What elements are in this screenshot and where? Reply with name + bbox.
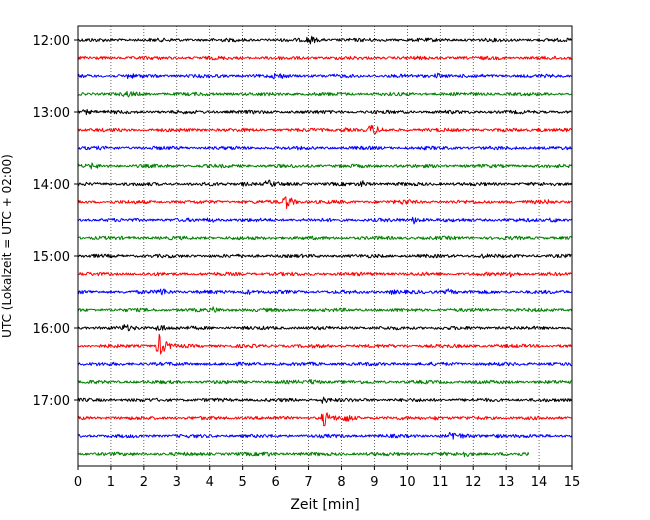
- seismic-trace: [77, 306, 572, 313]
- x-tick-label: 9: [370, 475, 378, 490]
- x-tick-label: 14: [531, 475, 548, 490]
- x-tick-label: 15: [564, 475, 581, 490]
- x-axis-label: Zeit [min]: [290, 497, 359, 513]
- seismic-trace: [77, 35, 572, 45]
- x-tick-label: 0: [74, 475, 82, 490]
- seismic-trace: [77, 162, 572, 170]
- y-tick-label: 12:00: [33, 34, 70, 49]
- x-tick-label: 8: [337, 475, 345, 490]
- seismic-traces: [77, 35, 572, 458]
- seismic-trace: [77, 90, 572, 98]
- seismic-trace: [77, 72, 572, 80]
- x-tick-label: 11: [432, 475, 449, 490]
- seismic-trace: [77, 431, 572, 440]
- x-tick-label: 10: [399, 475, 416, 490]
- seismic-trace: [78, 179, 572, 188]
- y-tick-label: 17:00: [33, 394, 70, 409]
- seismic-trace: [77, 108, 572, 116]
- seismic-trace: [77, 145, 572, 151]
- seismic-trace: [77, 396, 572, 404]
- y-tick-label: 14:00: [33, 178, 70, 193]
- seismic-trace: [77, 379, 572, 385]
- x-tick-label: 13: [498, 475, 515, 490]
- seismic-trace: [77, 288, 572, 296]
- seismic-trace: [77, 271, 572, 278]
- x-axis-ticks: 0 1 2 3 4 5 6 7 8 9 10 11 12 13 14 15: [74, 466, 580, 490]
- y-axis-label: UTC (Lokalzeit = UTC + 02:00): [0, 154, 14, 338]
- seismic-trace: [77, 235, 572, 241]
- y-tick-label: 13:00: [33, 106, 70, 121]
- grid-lines: [110, 26, 540, 466]
- x-tick-label: 1: [107, 475, 115, 490]
- seismic-trace: [77, 253, 572, 259]
- x-tick-label: 2: [140, 475, 148, 490]
- seismic-trace: [77, 361, 572, 367]
- seismic-trace: [77, 196, 572, 209]
- seismic-trace: [77, 324, 572, 332]
- y-axis-ticks: 12:00 13:00 14:00 15:00 16:00 17:00: [33, 34, 78, 409]
- x-tick-label: 5: [239, 475, 247, 490]
- seismic-trace: [77, 451, 530, 458]
- x-tick-label: 3: [173, 475, 181, 490]
- plot-frame: [77, 25, 573, 467]
- seismic-trace: [77, 216, 572, 225]
- seismic-trace: [77, 124, 572, 135]
- seismic-trace: [77, 55, 572, 61]
- y-tick-label: 16:00: [33, 322, 70, 337]
- seismic-trace: [77, 333, 572, 355]
- x-tick-label: 6: [271, 475, 279, 490]
- y-tick-label: 15:00: [33, 250, 70, 265]
- x-tick-label: 4: [206, 475, 214, 490]
- seismic-trace: [77, 412, 572, 427]
- x-tick-label: 7: [304, 475, 312, 490]
- x-tick-label: 12: [465, 475, 482, 490]
